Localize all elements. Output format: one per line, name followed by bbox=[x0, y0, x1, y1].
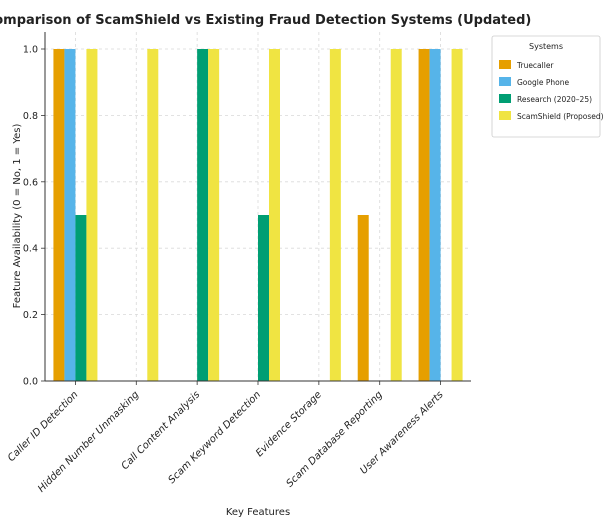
y-tick-label: 0.6 bbox=[23, 177, 38, 188]
bar bbox=[53, 49, 65, 381]
y-tick-label: 0.4 bbox=[23, 244, 38, 255]
y-tick-label: 0.8 bbox=[23, 111, 38, 122]
bar bbox=[269, 49, 280, 381]
bar bbox=[357, 215, 369, 381]
y-tick-labels: 0.0 0.2 0.4 0.6 0.8 1.0 bbox=[23, 45, 38, 388]
x-tick-label: Hidden Number Unmasking bbox=[36, 389, 141, 494]
x-tick-label: Scam Database Reporting bbox=[285, 389, 385, 489]
legend-entry: Truecaller bbox=[516, 61, 554, 70]
bar bbox=[451, 49, 463, 381]
bar bbox=[64, 49, 76, 381]
x-tick-label: Evidence Storage bbox=[254, 389, 324, 459]
legend-entry: Research (2020–25) bbox=[517, 95, 592, 104]
y-tick-label: 1.0 bbox=[23, 45, 38, 56]
legend-entry: Google Phone bbox=[517, 78, 569, 87]
y-axis-label: Feature Availability (0 = No, 1 = Yes) bbox=[12, 124, 23, 309]
bar bbox=[390, 49, 402, 381]
axes bbox=[41, 32, 471, 385]
y-tick-label: 0.2 bbox=[23, 310, 38, 321]
bar bbox=[75, 215, 87, 381]
legend-swatch bbox=[499, 77, 511, 86]
legend: Systems Truecaller Google Phone Research (… bbox=[491, 35, 603, 138]
legend-entry: ScamShield (Proposed) bbox=[517, 112, 603, 121]
legend-swatch bbox=[499, 60, 511, 69]
bar bbox=[208, 49, 220, 381]
bar bbox=[258, 215, 269, 381]
legend-swatch bbox=[499, 94, 511, 103]
bar bbox=[147, 49, 159, 381]
bar bbox=[418, 49, 430, 381]
x-axis-label: Key Features bbox=[226, 507, 290, 518]
legend-swatch bbox=[499, 111, 511, 120]
bars bbox=[53, 49, 463, 381]
legend-box bbox=[491, 35, 601, 138]
bar bbox=[197, 49, 209, 381]
bar bbox=[86, 49, 98, 381]
chart-title: Comparison of ScamShield vs Existing Fra… bbox=[0, 13, 531, 28]
bar bbox=[329, 49, 341, 381]
legend-title: Systems bbox=[529, 42, 563, 51]
y-tick-label: 0.0 bbox=[23, 377, 38, 388]
bar bbox=[429, 49, 441, 381]
